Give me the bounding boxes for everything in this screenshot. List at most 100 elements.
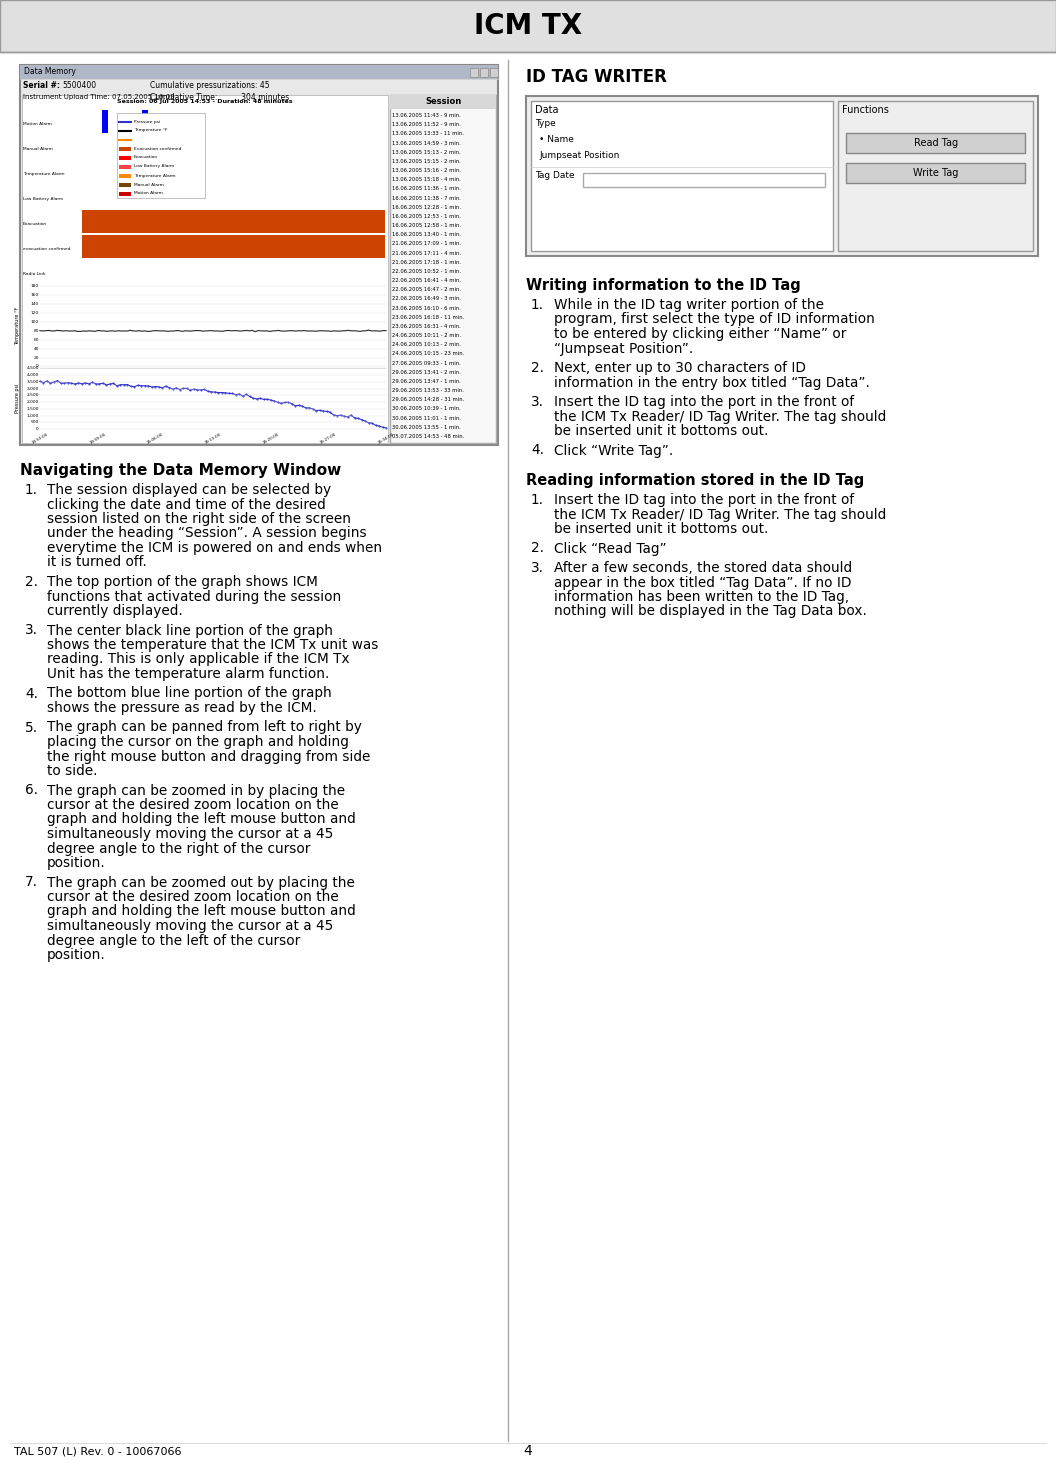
Text: “Jumpseat Position”.: “Jumpseat Position”. <box>554 342 693 355</box>
Text: the ICM Tx Reader/ ID Tag Writer. The tag should: the ICM Tx Reader/ ID Tag Writer. The ta… <box>554 410 886 423</box>
Text: graph and holding the left mouse button and: graph and holding the left mouse button … <box>48 905 356 918</box>
Text: cursor at the desired zoom location on the: cursor at the desired zoom location on t… <box>48 799 339 812</box>
Text: 1.: 1. <box>531 493 544 507</box>
FancyBboxPatch shape <box>490 68 498 77</box>
Text: Writing information to the ID Tag: Writing information to the ID Tag <box>526 278 800 293</box>
Text: reading. This is only applicable if the ICM Tx: reading. This is only applicable if the … <box>48 652 350 667</box>
Text: Reading information stored in the ID Tag: Reading information stored in the ID Tag <box>526 473 864 488</box>
Text: simultaneously moving the cursor at a 45: simultaneously moving the cursor at a 45 <box>48 918 334 933</box>
Text: 13.06.2005 15:13 - 2 min.: 13.06.2005 15:13 - 2 min. <box>392 149 460 155</box>
Text: be inserted unit it bottoms out.: be inserted unit it bottoms out. <box>554 522 769 535</box>
FancyBboxPatch shape <box>102 109 108 133</box>
Text: Serial #:: Serial #: <box>23 81 60 90</box>
Text: 500: 500 <box>31 420 39 424</box>
Text: 4,500: 4,500 <box>26 367 39 370</box>
Text: evacuation confirmed: evacuation confirmed <box>23 247 71 251</box>
Text: 13.06.2005 15:16 - 2 min.: 13.06.2005 15:16 - 2 min. <box>392 169 460 173</box>
Text: 15:34:00: 15:34:00 <box>377 432 395 445</box>
FancyBboxPatch shape <box>531 101 833 251</box>
Text: Session: Session <box>425 98 461 106</box>
Text: 5.: 5. <box>25 720 38 735</box>
Text: The center black line portion of the graph: The center black line portion of the gra… <box>48 624 333 637</box>
Text: degree angle to the left of the cursor: degree angle to the left of the cursor <box>48 933 300 948</box>
Text: 16.06.2005 12:58 - 1 min.: 16.06.2005 12:58 - 1 min. <box>392 223 461 228</box>
FancyBboxPatch shape <box>20 65 498 445</box>
Text: 4.: 4. <box>25 686 38 701</box>
Text: 21.06.2005 17:09 - 1 min.: 21.06.2005 17:09 - 1 min. <box>392 241 461 247</box>
Text: clicking the date and time of the desired: clicking the date and time of the desire… <box>48 497 325 512</box>
Text: 24.06.2005 10:15 - 23 min.: 24.06.2005 10:15 - 23 min. <box>392 352 465 356</box>
Text: 22.06.2005 10:52 - 1 min.: 22.06.2005 10:52 - 1 min. <box>392 269 461 274</box>
Text: • Name: • Name <box>539 135 573 143</box>
FancyBboxPatch shape <box>119 155 131 160</box>
Text: 60: 60 <box>34 337 39 342</box>
Text: 14:53:00: 14:53:00 <box>31 432 49 445</box>
FancyBboxPatch shape <box>119 164 131 169</box>
Text: 30.06.2005 11:01 - 1 min.: 30.06.2005 11:01 - 1 min. <box>392 416 460 420</box>
Text: The bottom blue line portion of the graph: The bottom blue line portion of the grap… <box>48 686 332 701</box>
Text: placing the cursor on the graph and holding: placing the cursor on the graph and hold… <box>48 735 348 748</box>
Text: 5500400: 5500400 <box>62 81 96 90</box>
Text: Insert the ID tag into the port in the front of: Insert the ID tag into the port in the f… <box>554 395 854 410</box>
Text: 3,500: 3,500 <box>26 380 39 385</box>
Text: 6.: 6. <box>25 784 38 797</box>
Text: 13.06.2005 13:33 - 11 min.: 13.06.2005 13:33 - 11 min. <box>392 132 464 136</box>
Text: Pressure psi: Pressure psi <box>134 120 161 124</box>
Text: Evacuation confirmed: Evacuation confirmed <box>134 146 182 151</box>
Text: Tag Date: Tag Date <box>535 172 574 180</box>
Text: 2.: 2. <box>531 361 544 376</box>
Text: 27.06.2005 09:33 - 1 min.: 27.06.2005 09:33 - 1 min. <box>392 361 460 365</box>
Text: The graph can be zoomed out by placing the: The graph can be zoomed out by placing t… <box>48 876 355 889</box>
FancyBboxPatch shape <box>390 95 496 444</box>
FancyBboxPatch shape <box>117 112 205 198</box>
Text: Next, enter up to 30 characters of ID: Next, enter up to 30 characters of ID <box>554 361 806 376</box>
FancyBboxPatch shape <box>119 173 131 177</box>
Text: Radio Link: Radio Link <box>23 272 45 277</box>
FancyBboxPatch shape <box>22 95 388 444</box>
FancyBboxPatch shape <box>470 68 478 77</box>
Text: 2.: 2. <box>25 575 38 589</box>
Text: shows the pressure as read by the ICM.: shows the pressure as read by the ICM. <box>48 701 317 714</box>
Text: Low Battery Alarm: Low Battery Alarm <box>134 164 174 169</box>
Text: 24.06.2005 10:11 - 2 min.: 24.06.2005 10:11 - 2 min. <box>392 333 461 339</box>
Text: Data: Data <box>535 105 559 115</box>
Text: to side.: to side. <box>48 765 97 778</box>
Text: 22.06.2005 16:49 - 3 min.: 22.06.2005 16:49 - 3 min. <box>392 296 460 302</box>
Text: 13.06.2005 11:52 - 9 min.: 13.06.2005 11:52 - 9 min. <box>392 123 460 127</box>
Text: Functions: Functions <box>843 105 889 115</box>
Text: The session displayed can be selected by: The session displayed can be selected by <box>48 484 332 497</box>
Text: to be entered by clicking either “Name” or: to be entered by clicking either “Name” … <box>554 327 846 342</box>
Text: ICM TX: ICM TX <box>474 12 582 40</box>
Text: information in the entry box titled “Tag Data”.: information in the entry box titled “Tag… <box>554 376 870 389</box>
Text: 100: 100 <box>31 319 39 324</box>
Text: Cumulative Time:          304 minutes: Cumulative Time: 304 minutes <box>150 93 289 102</box>
Text: 24.06.2005 10:13 - 2 min.: 24.06.2005 10:13 - 2 min. <box>392 342 460 348</box>
Text: Temperature °F: Temperature °F <box>134 129 168 133</box>
Text: simultaneously moving the cursor at a 45: simultaneously moving the cursor at a 45 <box>48 827 334 842</box>
FancyBboxPatch shape <box>526 96 1038 256</box>
Text: 29.06.2005 13:53 - 33 min.: 29.06.2005 13:53 - 33 min. <box>392 387 464 393</box>
FancyBboxPatch shape <box>119 146 131 151</box>
Text: position.: position. <box>48 948 106 961</box>
Text: Evacuation: Evacuation <box>23 222 48 226</box>
Text: Read Tag: Read Tag <box>913 138 958 148</box>
Text: Navigating the Data Memory Window: Navigating the Data Memory Window <box>20 463 341 478</box>
Text: the ICM Tx Reader/ ID Tag Writer. The tag should: the ICM Tx Reader/ ID Tag Writer. The ta… <box>554 507 886 522</box>
Text: be inserted unit it bottoms out.: be inserted unit it bottoms out. <box>554 424 769 438</box>
Text: 16.06.2005 11:36 - 1 min.: 16.06.2005 11:36 - 1 min. <box>392 186 460 191</box>
Text: session listed on the right side of the screen: session listed on the right side of the … <box>48 512 351 527</box>
Text: 14:59:00: 14:59:00 <box>89 432 107 445</box>
Text: Type: Type <box>535 118 555 129</box>
Text: 22.06.2005 16:47 - 2 min.: 22.06.2005 16:47 - 2 min. <box>392 287 461 293</box>
FancyBboxPatch shape <box>119 182 131 186</box>
Text: Temperature °F: Temperature °F <box>15 308 20 346</box>
Text: 120: 120 <box>31 311 39 315</box>
Text: Data Memory: Data Memory <box>24 68 76 77</box>
Text: 16.06.2005 12:53 - 1 min.: 16.06.2005 12:53 - 1 min. <box>392 214 460 219</box>
Text: 3.: 3. <box>531 561 544 575</box>
Text: 7.: 7. <box>25 876 38 889</box>
Text: Pressure psi: Pressure psi <box>15 385 20 414</box>
FancyBboxPatch shape <box>846 133 1025 152</box>
Text: 140: 140 <box>31 302 39 306</box>
Text: 13.06.2005 11:43 - 9 min.: 13.06.2005 11:43 - 9 min. <box>392 112 460 118</box>
